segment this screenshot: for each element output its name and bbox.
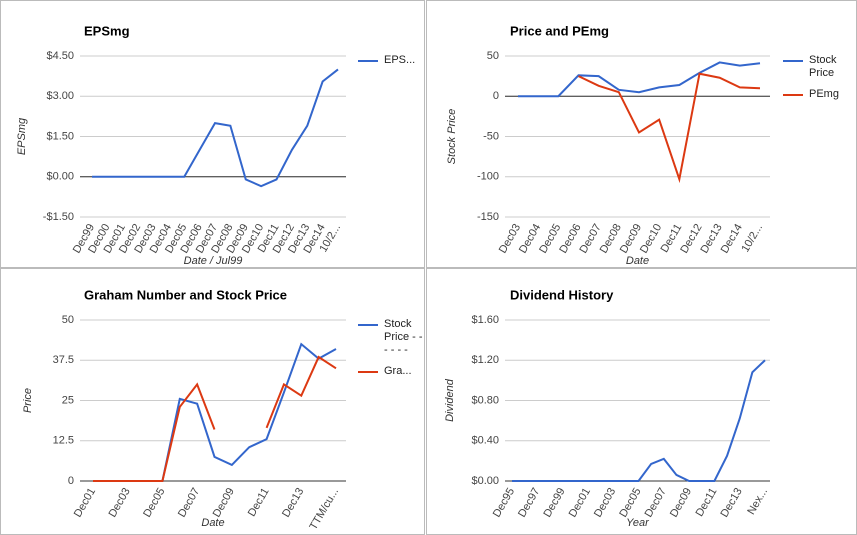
chart-title: Dividend History (510, 287, 614, 302)
y-tick-label: 50 (62, 314, 74, 326)
y-tick-label: -50 (483, 130, 499, 142)
panel (0, 0, 425, 268)
legend-swatch (783, 94, 803, 96)
legend-entry: EPS... (358, 54, 424, 67)
y-tick-label: $4.50 (46, 50, 74, 62)
y-axis-title: Price (22, 388, 34, 413)
legend-swatch (783, 60, 803, 62)
legend-swatch (358, 371, 378, 373)
legend-label: EPS... (384, 54, 416, 66)
x-axis-title: Date (626, 255, 649, 267)
panel (426, 0, 857, 268)
y-tick-label: 12.5 (53, 435, 74, 447)
legend-entry: Gra... (358, 365, 424, 378)
legend: EPS... (358, 54, 424, 75)
y-tick-label: $1.50 (46, 130, 74, 142)
legend-label: Stock Price - - - - - - (384, 318, 423, 356)
y-tick-label: $0.40 (471, 435, 499, 447)
legend-entry: PEmg (783, 88, 849, 101)
legend-label: Gra... (384, 365, 412, 377)
series-line (93, 382, 216, 482)
series-line (512, 359, 766, 482)
y-tick-label: -$1.50 (43, 211, 74, 223)
legend-label: Stock Price (809, 54, 837, 79)
legend: Stock Price - - - - - - Gra... (358, 318, 424, 386)
y-tick-label: $1.60 (471, 314, 499, 326)
y-axis-title: EPSmg (16, 117, 28, 155)
y-axis-title: Dividend (444, 378, 456, 422)
y-tick-label: $0.80 (471, 394, 499, 406)
legend-entry: Stock Price (783, 54, 849, 80)
x-axis-title: Date (201, 517, 224, 529)
y-tick-label: 37.5 (53, 354, 74, 366)
panel (0, 268, 425, 535)
legend-swatch (358, 324, 378, 326)
series-line (92, 68, 339, 188)
series-line (578, 72, 761, 184)
x-axis-title: Year (626, 517, 650, 529)
y-axis-title: Stock Price (446, 109, 458, 165)
y-tick-label: $3.00 (46, 90, 74, 102)
legend-label: PEmg (809, 88, 839, 100)
y-tick-label: 0 (493, 90, 499, 102)
series-line (265, 355, 337, 429)
chart-title: Price and PEmg (510, 23, 609, 38)
y-tick-label: -150 (477, 211, 499, 223)
x-axis-title: Date / Jul99 (184, 255, 243, 267)
chart-title: Graham Number and Stock Price (84, 287, 287, 302)
legend: Stock Price PEmg (783, 54, 849, 109)
y-tick-label: 25 (62, 394, 74, 406)
y-tick-label: 0 (68, 475, 74, 487)
y-tick-label: 50 (487, 50, 499, 62)
chart-title: EPSmg (84, 23, 130, 38)
legend-swatch (358, 60, 378, 62)
panel (426, 268, 857, 535)
legend-entry: Stock Price - - - - - - (358, 318, 424, 357)
y-tick-label: $1.20 (471, 354, 499, 366)
series-line (518, 61, 761, 98)
y-tick-label: $0.00 (471, 475, 499, 487)
y-tick-label: -100 (477, 171, 499, 183)
y-tick-label: $0.00 (46, 171, 74, 183)
